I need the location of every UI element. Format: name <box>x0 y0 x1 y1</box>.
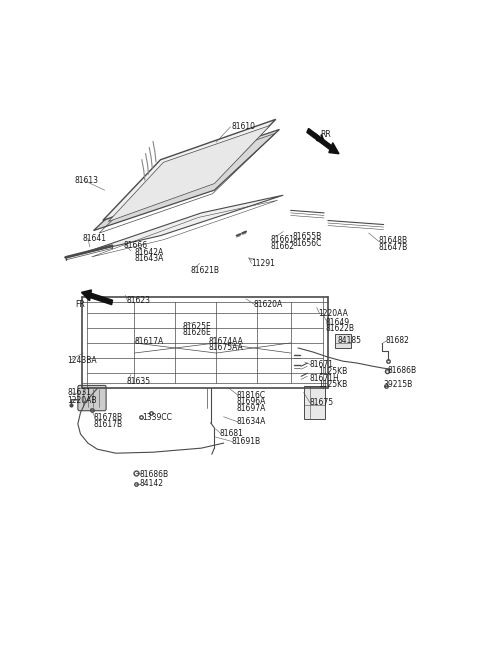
Text: 11291: 11291 <box>252 260 276 269</box>
Text: 81686B: 81686B <box>387 366 417 374</box>
Text: 81675AA: 81675AA <box>209 343 244 352</box>
Polygon shape <box>94 129 279 231</box>
Text: 81631: 81631 <box>67 388 91 397</box>
Text: 81635: 81635 <box>127 377 151 386</box>
Text: 81678B: 81678B <box>94 413 122 422</box>
Text: 84142: 84142 <box>140 479 164 488</box>
Text: 81671: 81671 <box>310 360 334 369</box>
Text: 81634A: 81634A <box>237 417 266 426</box>
Text: FR: FR <box>75 300 84 309</box>
Text: 81649: 81649 <box>326 318 350 327</box>
Text: 1243BA: 1243BA <box>67 355 97 365</box>
Text: 81656C: 81656C <box>292 238 322 248</box>
Polygon shape <box>108 125 270 221</box>
Text: 39215B: 39215B <box>384 380 413 390</box>
Text: 81666: 81666 <box>123 240 147 250</box>
Text: 81610: 81610 <box>231 122 255 131</box>
Text: 84185: 84185 <box>337 336 361 346</box>
Text: 81641: 81641 <box>83 234 106 242</box>
Text: 81697A: 81697A <box>237 403 266 413</box>
Text: 81617B: 81617B <box>94 420 122 429</box>
FancyBboxPatch shape <box>78 386 106 411</box>
Text: 81643A: 81643A <box>134 254 164 263</box>
Text: 81674AA: 81674AA <box>209 337 244 346</box>
Bar <box>304 386 325 419</box>
Text: 81617A: 81617A <box>134 337 164 346</box>
Text: 1220AB: 1220AB <box>67 396 97 405</box>
Text: 81655B: 81655B <box>292 232 322 241</box>
Text: 81613: 81613 <box>75 175 99 185</box>
Polygon shape <box>83 195 283 254</box>
FancyArrow shape <box>82 290 112 305</box>
Text: 81626E: 81626E <box>183 328 212 337</box>
Text: 81662: 81662 <box>270 242 294 251</box>
Text: 81686B: 81686B <box>140 470 169 479</box>
Text: 81642A: 81642A <box>134 248 164 257</box>
Text: 81696A: 81696A <box>237 397 266 406</box>
Text: 81661: 81661 <box>270 235 294 244</box>
Text: 81691B: 81691B <box>231 437 260 446</box>
FancyArrow shape <box>307 129 339 154</box>
Text: 81621B: 81621B <box>190 266 219 275</box>
Text: 81622B: 81622B <box>326 324 355 332</box>
Text: RR: RR <box>321 130 331 139</box>
Text: 81682: 81682 <box>385 336 409 346</box>
Text: 81648B: 81648B <box>378 237 407 245</box>
Text: 81671H: 81671H <box>310 374 340 383</box>
Text: 1125KB: 1125KB <box>319 380 348 390</box>
Bar <box>335 334 351 348</box>
Text: 1339CC: 1339CC <box>142 413 172 422</box>
Text: 1125KB: 1125KB <box>319 367 348 376</box>
Text: 81681: 81681 <box>220 429 244 438</box>
Text: 1220AA: 1220AA <box>319 309 348 318</box>
Text: 81675: 81675 <box>309 398 334 407</box>
Polygon shape <box>103 120 276 221</box>
Text: 81647B: 81647B <box>378 243 408 252</box>
Text: 81620A: 81620A <box>253 300 283 309</box>
Text: 81625E: 81625E <box>183 322 212 331</box>
Text: 81816C: 81816C <box>237 390 266 399</box>
Text: 81623: 81623 <box>127 296 151 306</box>
